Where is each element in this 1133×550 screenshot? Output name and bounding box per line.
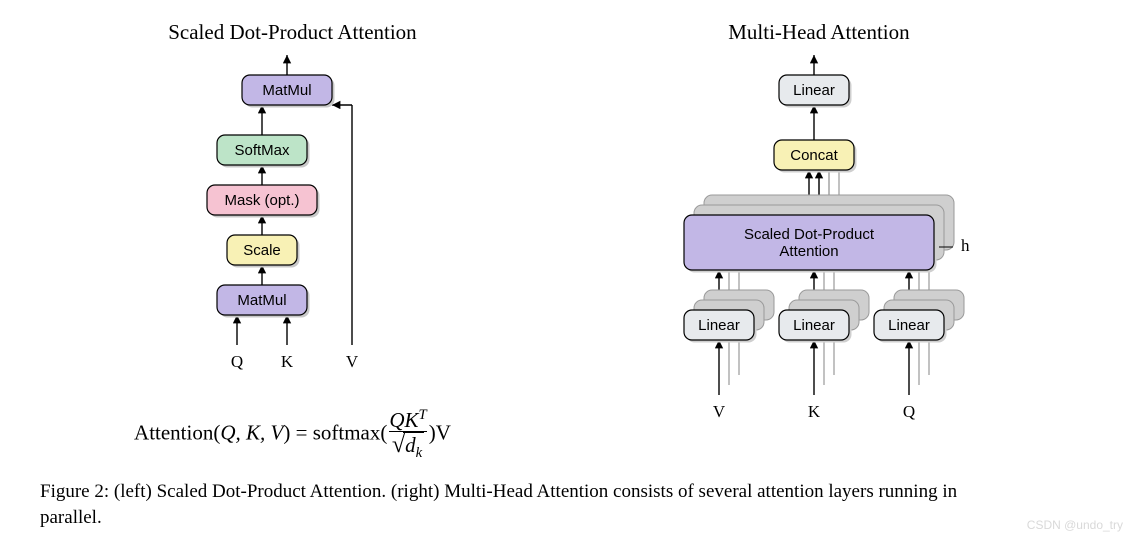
svg-text:Q: Q — [903, 402, 915, 421]
figure-caption: Figure 2: (left) Scaled Dot-Product Atte… — [40, 479, 1000, 530]
svg-text:Scaled Dot-Product: Scaled Dot-Product — [744, 226, 875, 243]
formula-den-k: k — [416, 445, 423, 461]
formula-lhs: Attention( — [134, 420, 220, 444]
formula-frac: QKT√dk — [389, 408, 426, 461]
svg-text:K: K — [808, 402, 821, 421]
svg-text:MatMul: MatMul — [238, 292, 287, 309]
svg-text:Attention: Attention — [779, 243, 838, 260]
formula-den-d: d — [405, 433, 416, 457]
formula-eq: ) = softmax( — [283, 420, 387, 444]
svg-text:Scale: Scale — [244, 242, 282, 259]
svg-text:K: K — [281, 352, 294, 371]
left-panel: Scaled Dot-Product Attention MatMul SoftM… — [134, 20, 451, 461]
left-diagram: MatMul SoftMax Mask (opt.) Scale MatMul Q K V — [162, 55, 422, 400]
svg-text:MatMul: MatMul — [263, 82, 312, 99]
formula-tail: )V — [429, 420, 451, 444]
attention-formula: Attention(Q, K, V) = softmax(QKT√dk)V — [134, 408, 451, 461]
svg-text:Mask (opt.): Mask (opt.) — [225, 192, 300, 209]
svg-text:Concat: Concat — [790, 147, 838, 164]
svg-text:h: h — [961, 236, 970, 255]
csdn-watermark: CSDN @undo_try — [1027, 518, 1123, 532]
svg-text:V: V — [713, 402, 726, 421]
svg-text:V: V — [346, 352, 359, 371]
right-title: Multi-Head Attention — [728, 20, 909, 45]
formula-num-a: QK — [389, 408, 418, 432]
svg-text:Q: Q — [231, 352, 243, 371]
svg-text:Linear: Linear — [888, 317, 930, 334]
right-panel: Multi-Head Attention Linear Concat Scaled … — [639, 20, 999, 460]
right-diagram: Linear Concat Scaled Dot-ProductAttention L… — [639, 55, 999, 460]
svg-text:Linear: Linear — [793, 317, 835, 334]
formula-args: Q, K, V — [220, 420, 283, 444]
figure-row: Scaled Dot-Product Attention MatMul SoftM… — [40, 20, 1093, 461]
svg-text:Linear: Linear — [698, 317, 740, 334]
left-title: Scaled Dot-Product Attention — [168, 20, 416, 45]
svg-text:Linear: Linear — [793, 82, 835, 99]
formula-num-sup: T — [419, 407, 427, 423]
svg-text:SoftMax: SoftMax — [235, 142, 291, 159]
